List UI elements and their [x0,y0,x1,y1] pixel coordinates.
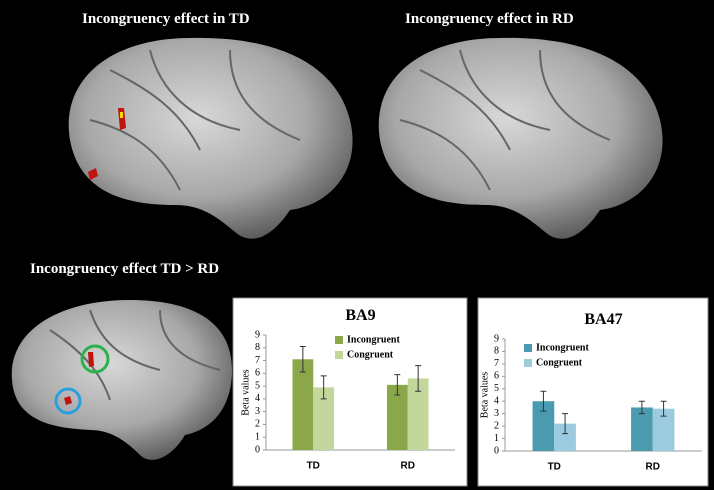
y-tick-label: 5 [255,380,260,391]
y-tick-label: 8 [494,346,499,357]
error-bar [299,346,306,373]
error-bar [660,400,667,417]
panel-title: Incongruency effect TD > RD [30,261,219,277]
y-tick-label: 2 [255,419,260,430]
error-bar [562,413,569,435]
bar [652,408,675,451]
x-tick-label: RD [401,461,415,472]
y-axis-label: Beta values [479,372,490,418]
chart-panel [232,297,468,487]
y-tick-label: 1 [494,433,499,444]
legend-label: Congruent [536,357,583,368]
error-bar [638,400,645,415]
x-tick-label: RD [646,462,660,473]
y-tick-label: 6 [494,371,499,382]
chart-panel [477,297,709,487]
brain-image [378,37,663,239]
y-tick-label: 0 [494,445,499,456]
panel-title: Incongruency effect in RD [405,11,574,27]
brain-image [11,300,232,460]
chart: BA47 01 234 56 78 9 Beta values TD RD Incongruent… [477,297,709,487]
y-tick-label: 1 [255,432,260,443]
y-tick-label: 2 [494,420,499,431]
legend-swatch [335,336,343,344]
y-axis-label: Beta values [240,369,251,415]
y-tick-label: 4 [494,396,499,407]
y-tick-label: 5 [494,383,499,394]
legend-swatch [524,359,532,367]
x-tick-label: TD [307,461,320,472]
y-tick-label: 8 [255,342,260,353]
error-bar [540,390,547,412]
bar [292,359,314,450]
x-tick-label: TD [548,462,561,473]
error-bar [320,375,327,400]
legend-label: Incongruent [536,342,589,353]
bar [386,384,408,450]
legend-label: Incongruent [347,334,400,345]
y-tick-label: 4 [255,393,260,404]
bar [554,423,576,451]
brain-image [68,37,353,239]
bar [532,401,555,451]
y-tick-label: 9 [494,333,499,344]
legend-label: Congruent [347,349,394,360]
y-tick-label: 9 [255,329,260,340]
y-tick-label: 7 [255,355,260,366]
legend-swatch [335,351,343,359]
y-tick-label: 0 [255,444,260,455]
chart-title: BA9 [345,307,375,324]
y-tick-label: 6 [255,368,260,379]
bar [631,407,653,451]
error-bar [415,365,422,392]
chart: BA9 01 2 3 4 56 7 8 9 Beta values TD RD Incongruent C… [232,297,468,487]
legend-swatch [524,344,532,352]
panel-title: Incongruency effect in TD [82,11,250,27]
bar [407,378,429,450]
chart-title: BA47 [584,311,622,328]
error-bar [394,374,401,396]
bar [313,387,335,450]
y-tick-label: 3 [255,406,260,417]
y-tick-label: 3 [494,408,499,419]
y-tick-label: 7 [494,358,499,369]
